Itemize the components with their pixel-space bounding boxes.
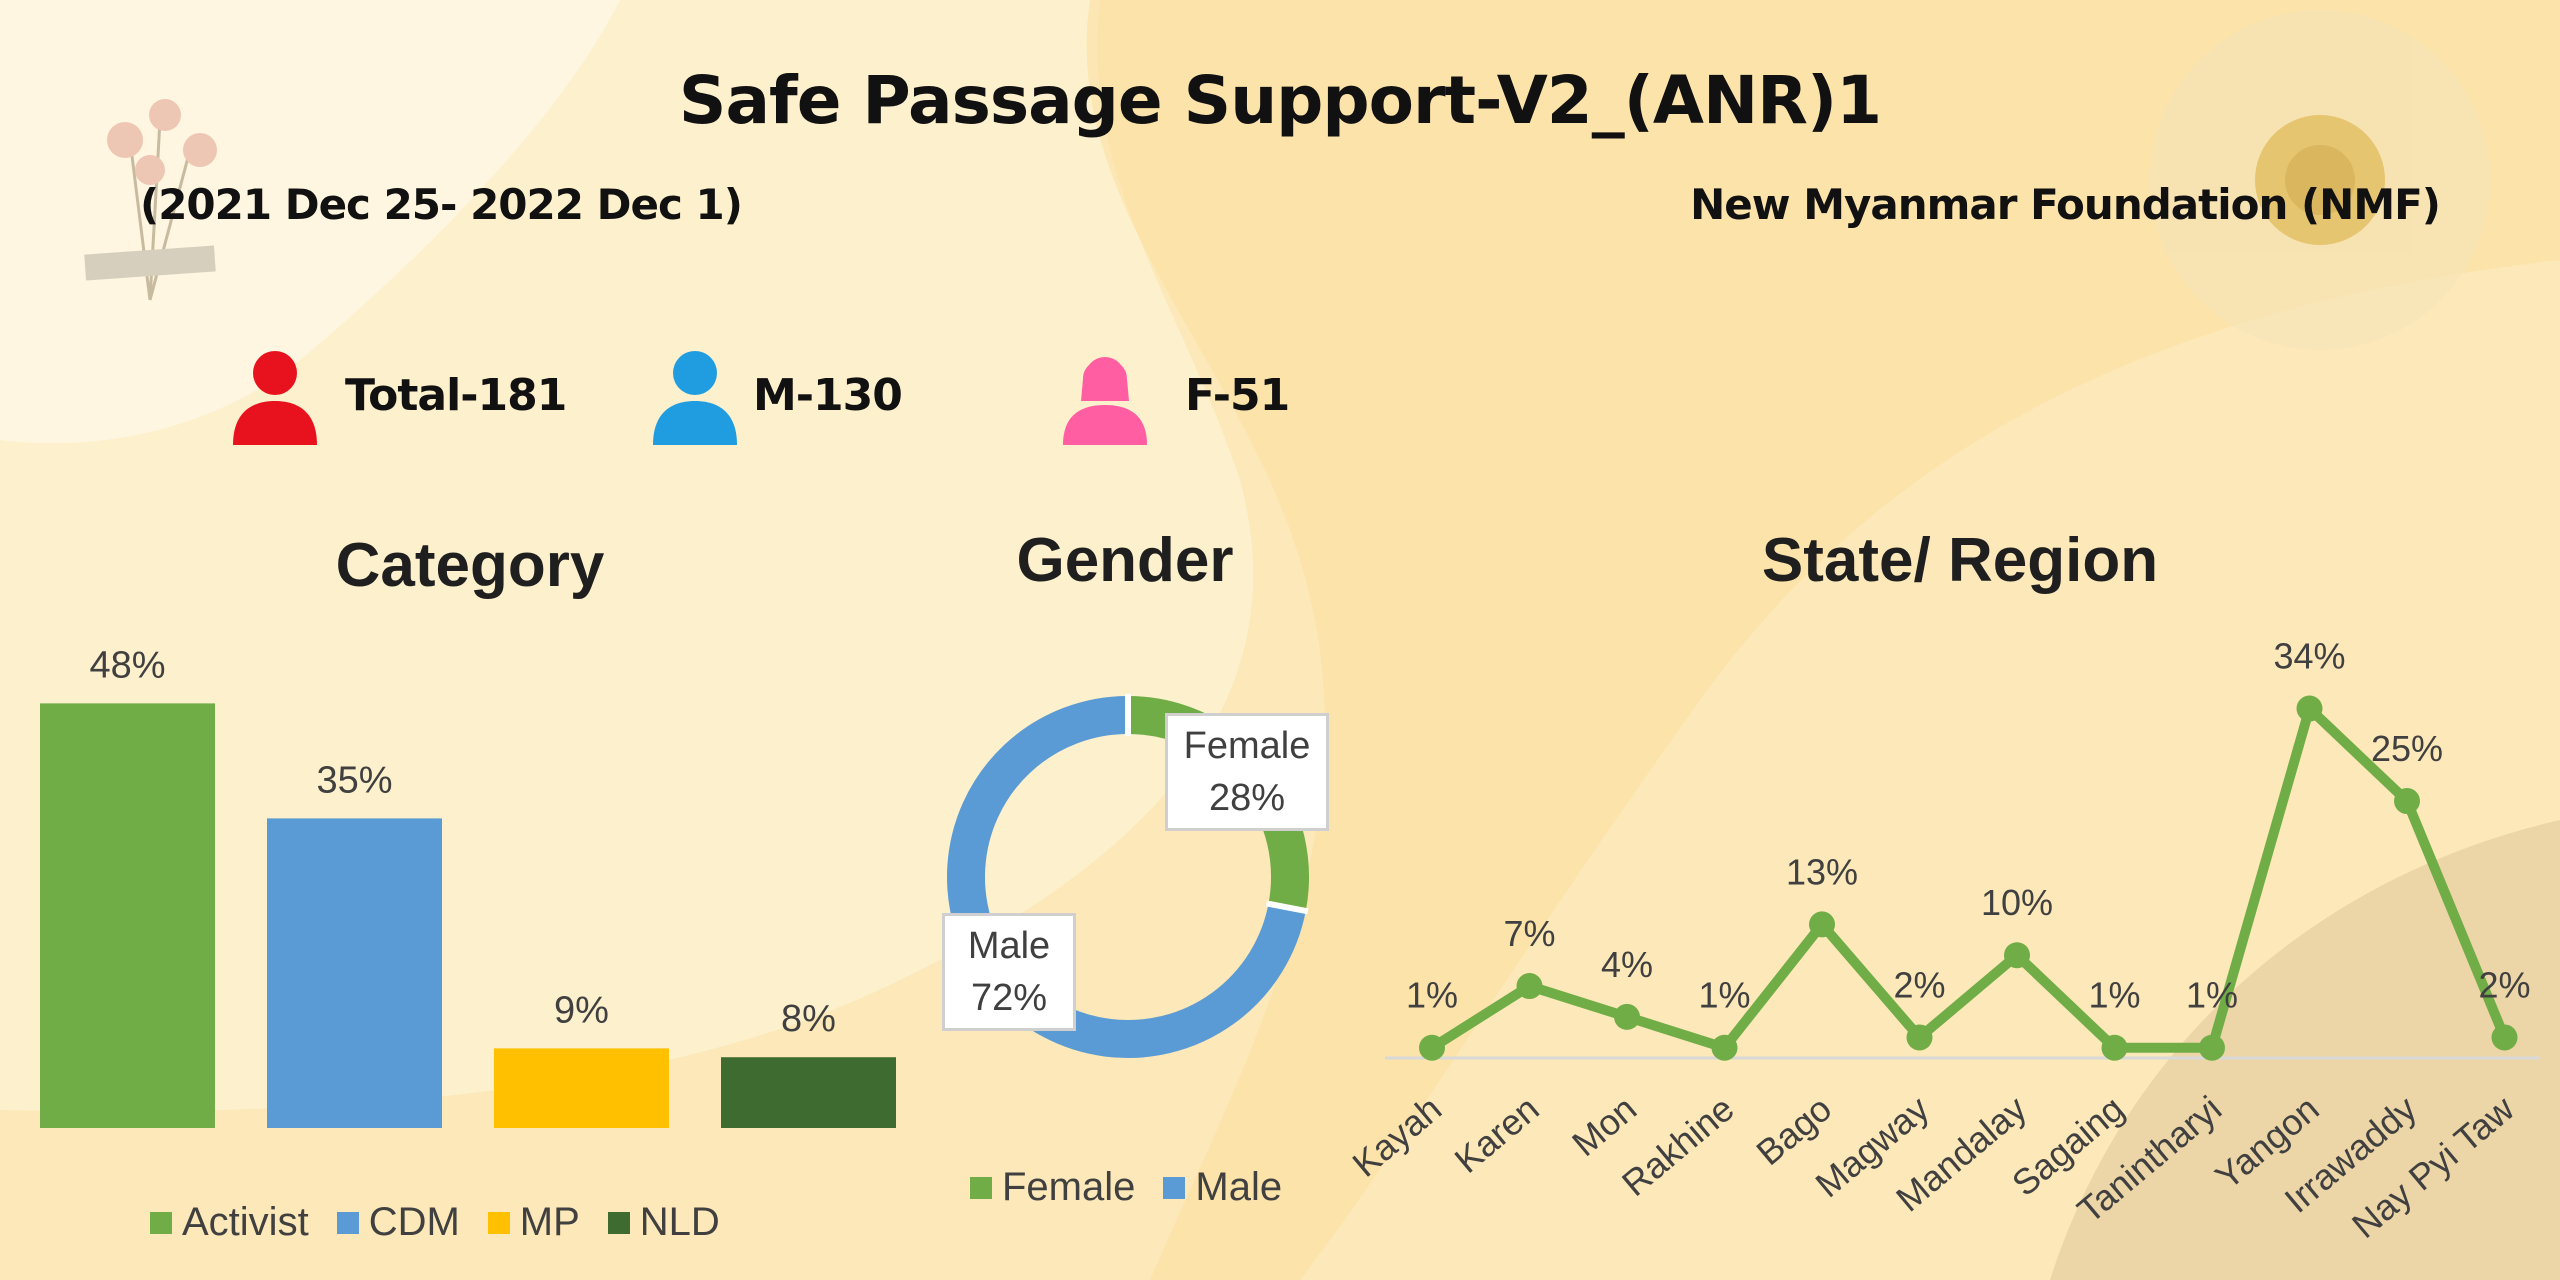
bar-value-label: 48%: [89, 644, 165, 686]
data-value-label: 1%: [1698, 975, 1750, 1016]
legend-label: Female: [1002, 1165, 1136, 1209]
man-icon: [653, 351, 737, 445]
x-tick-label: Karen: [1447, 1088, 1547, 1181]
female-callout-name: Female: [1183, 725, 1311, 767]
category-chart-title: Category: [335, 531, 605, 600]
data-point-irrawaddy: [2394, 788, 2420, 815]
legend-item-cdm: CDM: [336, 1200, 460, 1245]
data-point-yangon: [2296, 695, 2323, 722]
data-point-magway: [1906, 1024, 1933, 1051]
legend-swatch: [336, 1211, 359, 1234]
data-value-label: 1%: [1406, 975, 1458, 1016]
donut-separator: [1265, 900, 1309, 915]
person-icon: [233, 351, 317, 445]
legend-swatch: [970, 1176, 992, 1199]
data-value-label: 10%: [1981, 882, 2053, 923]
data-value-label: 2%: [1893, 964, 1945, 1005]
stat-total-label: Total-181: [345, 369, 567, 421]
legend-swatch: [1163, 1176, 1186, 1199]
x-tick-label: Mon: [1564, 1088, 1644, 1164]
woman-icon: [1063, 357, 1147, 445]
data-point-kayah: [1419, 1034, 1445, 1061]
data-point-mon: [1614, 1003, 1640, 1030]
legend-item-nld: NLD: [607, 1200, 720, 1245]
legend-item-female: Female: [970, 1165, 1135, 1210]
female-callout-value: 28%: [1208, 777, 1286, 819]
data-value-label: 2%: [2478, 964, 2530, 1005]
data-point-bago: [1809, 911, 1835, 938]
male-callout: Male 72%: [942, 913, 1076, 1031]
date-range: (2021 Dec 25- 2022 Dec 1): [140, 180, 743, 229]
stat-male-label: M-130: [753, 369, 903, 421]
flower-decoration-left: [84, 99, 217, 301]
data-point-tanintharyi: [2199, 1034, 2225, 1061]
stat-female-label: F-51: [1185, 369, 1290, 421]
region-series-line: [1429, 703, 2510, 1053]
data-value-label: 7%: [1503, 913, 1555, 954]
legend-item-activist: Activist: [150, 1200, 309, 1245]
bar-value-label: 8%: [781, 998, 836, 1040]
data-point-mandalay: [2004, 942, 2030, 969]
x-tick-label: Kayah: [1345, 1088, 1450, 1185]
legend-label: Male: [1195, 1165, 1283, 1209]
bar-mp: [494, 1048, 669, 1128]
category-legend: Activist CDM MP NLD: [150, 1200, 748, 1245]
bar-cdm: [267, 818, 442, 1128]
category-bar-chart: 48% 35% 9% 8%: [40, 644, 896, 1128]
data-point-nay-pyi-taw: [2491, 1024, 2518, 1051]
legend-swatch: [607, 1211, 630, 1234]
data-point-karen: [1516, 973, 1543, 1000]
legend-label: Activist: [182, 1200, 309, 1244]
flower-decoration-right: [2150, 10, 2490, 350]
legend-item-male: Male: [1163, 1165, 1282, 1210]
bar-nld: [721, 1057, 896, 1128]
page-title: Safe Passage Support-V2_(ANR)1: [678, 62, 1882, 139]
data-value-label: 13%: [1786, 851, 1858, 892]
region-chart-title: State/ Region: [1761, 526, 2159, 595]
legend-swatch: [150, 1211, 172, 1234]
male-callout-name: Male: [967, 925, 1051, 967]
legend-item-mp: MP: [487, 1200, 580, 1245]
bar-value-label: 9%: [554, 989, 609, 1031]
stat-total: Total-181: [225, 345, 567, 445]
data-value-label: 34%: [2273, 636, 2345, 677]
legend-label: MP: [519, 1200, 580, 1244]
female-callout: Female 28%: [1165, 713, 1329, 831]
organization-name: New Myanmar Foundation (NMF): [1690, 180, 2441, 229]
stat-female: F-51: [1055, 345, 1290, 445]
legend-swatch: [487, 1211, 510, 1234]
data-point-rakhine: [1711, 1034, 1738, 1061]
bar-activist: [40, 703, 215, 1128]
legend-label: NLD: [639, 1200, 720, 1244]
male-callout-value: 72%: [970, 977, 1048, 1019]
gender-chart-title: Gender: [1016, 526, 1234, 595]
data-value-label: 1%: [2186, 975, 2238, 1016]
data-value-label: 25%: [2371, 728, 2443, 769]
data-value-label: 4%: [1601, 944, 1653, 985]
stat-male: M-130: [645, 345, 903, 445]
x-tick-label: Rakhine: [1614, 1088, 1742, 1204]
data-value-label: 1%: [2088, 975, 2140, 1016]
bar-value-label: 35%: [316, 759, 392, 801]
gender-legend: Female Male: [970, 1165, 1310, 1210]
data-point-sagaing: [2101, 1034, 2128, 1061]
region-line-chart: 1%Kayah7%Karen4%Mon1%Rakhine13%Bago2%Mag…: [1345, 636, 2540, 1246]
legend-label: CDM: [368, 1200, 460, 1244]
